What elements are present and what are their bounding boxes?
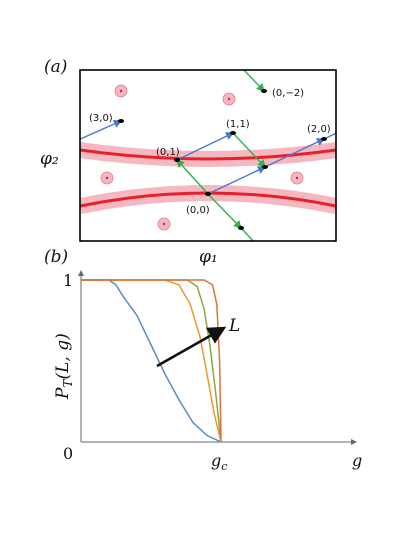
y-axis-label: PT(L, g) (53, 333, 75, 400)
y-tick-1: 1 (63, 271, 73, 290)
x-axis-label: g (352, 451, 362, 470)
series-line-2 (81, 279, 222, 443)
series-line-4 (81, 279, 222, 443)
lattice-points (118, 89, 327, 230)
L-arrow (156, 326, 227, 368)
panel-a-ylabel: φ₂ (40, 149, 59, 169)
green-arrow (176, 158, 209, 195)
panel-a: (a) φ₂ φ₁ (40, 57, 337, 267)
panel-b: (b) PT(L, g) 1 0 gc g L (44, 247, 362, 473)
green-arrow (243, 70, 265, 93)
panel-a-label: (a) (44, 57, 67, 77)
green-arrow (207, 193, 242, 230)
panel-a-xlabel: φ₁ (199, 247, 218, 267)
point-label: (0,0) (186, 205, 210, 216)
L-arrow-label: L (228, 316, 240, 336)
panel-a-frame (79, 69, 337, 242)
blue-arrow (207, 166, 267, 195)
blue-arrow (80, 119, 123, 140)
x-tick-gc: gc (211, 451, 227, 473)
point-label: (1,1) (226, 119, 250, 130)
series-layer (81, 279, 222, 443)
blue-arrow (264, 138, 326, 168)
x-tick-0: 0 (63, 444, 73, 463)
series-line-3 (81, 279, 222, 443)
point-label: (2,0) (307, 124, 331, 135)
upper-band (80, 148, 336, 161)
green-arrow (240, 227, 255, 241)
blue-arrow (176, 132, 235, 161)
green-arrow (232, 132, 266, 169)
point-label: (3,0) (89, 113, 113, 124)
blue-arrow (323, 132, 336, 140)
point-label: (0,1) (156, 147, 180, 158)
point-label: (0,−2) (272, 88, 304, 99)
panel-b-label: (b) (44, 247, 68, 267)
pink-circles (100, 84, 304, 231)
series-line-1 (81, 279, 222, 443)
